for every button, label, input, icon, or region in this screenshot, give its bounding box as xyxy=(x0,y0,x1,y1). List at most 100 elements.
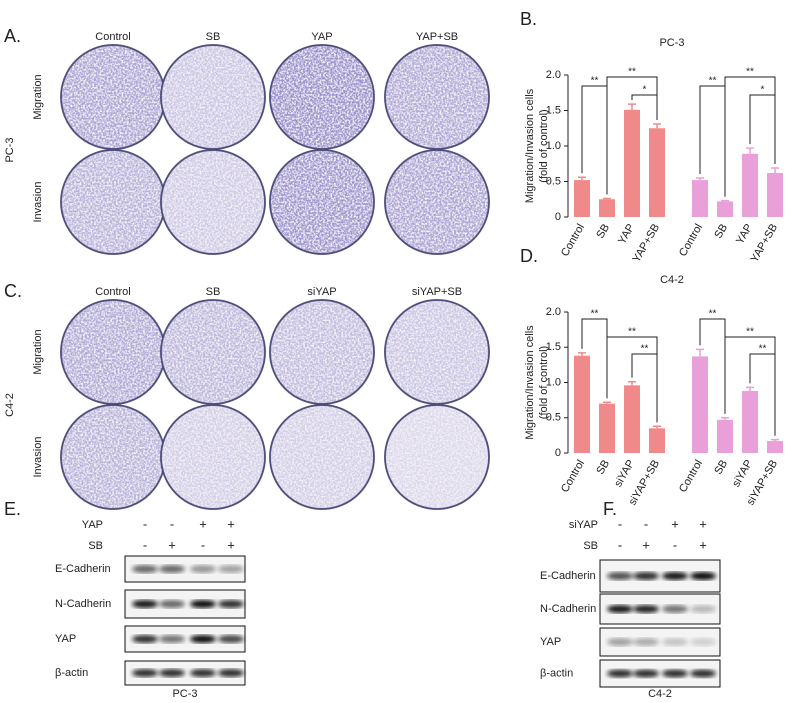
bar xyxy=(574,180,590,217)
condition-label: YAP xyxy=(82,519,103,531)
row-label: Migration xyxy=(32,74,44,119)
condition-sign: - xyxy=(201,537,205,552)
y-tick-label: 0 xyxy=(555,211,561,223)
condition-sign: + xyxy=(671,516,679,531)
blot-band xyxy=(132,669,158,677)
chart-title: C4-2 xyxy=(660,274,684,286)
bar xyxy=(624,109,640,217)
blot-band xyxy=(690,605,716,613)
dish-cells xyxy=(162,301,264,403)
bar xyxy=(742,153,758,217)
significance-bracket xyxy=(749,94,776,165)
row-label: Invasion xyxy=(32,437,44,478)
error-bar xyxy=(653,425,661,429)
blot-band xyxy=(633,605,659,613)
condition-sign: - xyxy=(143,537,147,552)
blot-band xyxy=(159,565,185,573)
x-tick-label: Control xyxy=(677,458,705,495)
bar xyxy=(742,390,758,453)
significance-label: ** xyxy=(746,67,754,78)
protein-label: N-Cadherin xyxy=(55,598,111,610)
y-axis-label: Migration/Invasion cells xyxy=(524,88,536,203)
x-tick-label: Control xyxy=(559,458,587,495)
protein-label: YAP xyxy=(55,633,76,645)
blot-band xyxy=(218,669,244,677)
dish-cells xyxy=(62,46,164,148)
blot-band xyxy=(132,565,158,573)
dish-cells xyxy=(62,151,164,253)
bar xyxy=(717,201,733,217)
error-bar xyxy=(653,123,661,129)
bar xyxy=(599,403,615,453)
error-bar xyxy=(628,381,636,386)
x-tick-label: SB xyxy=(594,222,612,241)
dish-rim xyxy=(384,149,490,255)
blot-band xyxy=(190,669,216,677)
condition-sign: - xyxy=(143,516,147,531)
error-bar xyxy=(696,177,704,181)
significance-label: ** xyxy=(759,344,767,355)
y-tick-label: 2.0 xyxy=(546,306,561,318)
panel-label: E. xyxy=(4,499,21,519)
significance-bracket xyxy=(631,94,658,120)
dish-rim xyxy=(160,149,266,255)
bar xyxy=(692,356,708,453)
dish-cells xyxy=(271,301,373,403)
blot-band xyxy=(633,669,659,678)
blot-band xyxy=(633,638,659,646)
significance-label: ** xyxy=(641,344,649,355)
blot-band xyxy=(218,600,244,608)
condition-sign: + xyxy=(227,537,235,552)
bar xyxy=(767,441,783,453)
y-tick-label: 0 xyxy=(555,447,561,459)
error-bar xyxy=(578,352,586,356)
panel-label: A. xyxy=(4,26,21,46)
condition-sign: + xyxy=(699,537,707,552)
significance-label: ** xyxy=(628,67,636,78)
blot-band xyxy=(190,565,216,573)
blot-band xyxy=(218,635,244,643)
bar xyxy=(717,419,733,453)
error-bar xyxy=(603,401,611,404)
dish-cells xyxy=(162,406,264,508)
y-tick-label: 1.5 xyxy=(546,104,561,116)
x-tick-label: siYAP xyxy=(612,458,637,489)
x-tick-label: siYAP xyxy=(730,458,755,489)
blot-band xyxy=(159,669,185,677)
y-axis-label: Migration/Invasion cells xyxy=(524,325,536,440)
column-label: YAP xyxy=(311,31,332,43)
y-tick-label: 2.0 xyxy=(546,69,561,81)
y-tick-label: 1.0 xyxy=(546,140,561,152)
blot-band xyxy=(607,605,633,613)
x-tick-label: YAP xyxy=(616,222,637,246)
protein-label: N-Cadherin xyxy=(540,603,596,615)
dish-rim xyxy=(160,404,266,510)
blot-band xyxy=(190,600,216,608)
significance-label: ** xyxy=(709,309,717,320)
dish-cells xyxy=(162,46,264,148)
bar xyxy=(692,180,708,217)
row-label: Invasion xyxy=(32,182,44,223)
condition-sign: - xyxy=(618,537,622,552)
dish-cells xyxy=(386,151,488,253)
dish-cells xyxy=(62,406,164,508)
chart-title: PC-3 xyxy=(659,37,684,49)
panel-label: C. xyxy=(4,281,22,301)
blot-band xyxy=(218,565,244,573)
y-tick-label: 0.5 xyxy=(546,412,561,424)
blot-band xyxy=(190,635,216,643)
condition-sign: + xyxy=(642,537,650,552)
bar xyxy=(599,199,615,217)
dish-cells xyxy=(271,46,373,148)
bar xyxy=(624,385,640,453)
y-tick-label: 1.5 xyxy=(546,341,561,353)
significance-label: * xyxy=(643,85,647,96)
dish-rim xyxy=(384,404,490,510)
error-bar xyxy=(746,386,754,391)
x-tick-label: SB xyxy=(712,222,730,241)
dish-cells xyxy=(271,406,373,508)
blot-band xyxy=(662,638,688,646)
significance-bracket xyxy=(581,85,608,195)
condition-sign: + xyxy=(168,537,176,552)
